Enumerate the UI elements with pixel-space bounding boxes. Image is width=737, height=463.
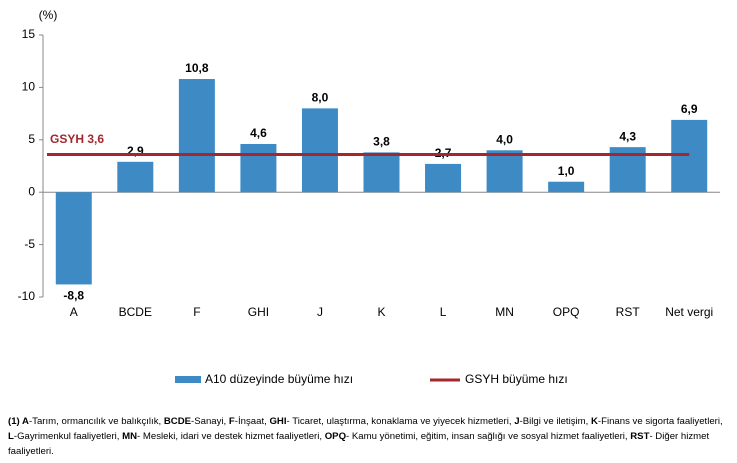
value-label: 10,8 — [185, 61, 209, 75]
x-tick-label: RST — [616, 305, 641, 319]
y-axis-label: (%) — [39, 8, 58, 22]
x-tick-label: L — [440, 305, 447, 319]
bar — [363, 152, 400, 193]
x-tick-label: GHI — [248, 305, 269, 319]
value-label: 6,9 — [681, 102, 698, 116]
x-tick-label: MN — [495, 305, 514, 319]
bar — [486, 150, 523, 193]
chart: (%) -10-5051015A-8,8BCDE2,9F10,8GHI4,6J8… — [18, 8, 720, 386]
bar — [117, 161, 154, 193]
bar — [301, 108, 338, 193]
footnote-part: -Gayrimenkul faaliyetleri, — [13, 431, 123, 442]
footnote-part: - Diğer hizmet faaliyetleri. — [8, 431, 710, 457]
legend-label: A10 düzeyinde büyüme hızı — [205, 372, 353, 386]
footnote-part: -Tarım, ormancılık ve balıkçılık, — [28, 416, 164, 427]
y-tick-label: 0 — [28, 184, 35, 198]
y-tick-label: 10 — [22, 80, 36, 94]
value-label: 8,0 — [312, 91, 329, 105]
bar — [55, 192, 92, 285]
value-label: 1,0 — [558, 164, 575, 178]
footnote: (1) A-Tarım, ormancılık ve balıkçılık, B… — [8, 414, 730, 459]
bar — [178, 79, 215, 193]
footnote-part: MN — [122, 431, 138, 442]
x-tick-label: F — [193, 305, 200, 319]
value-label: 4,6 — [250, 126, 267, 140]
footnote-part: -Sanayi, — [191, 416, 229, 427]
bar — [671, 119, 708, 193]
x-tick-label: BCDE — [119, 305, 152, 319]
bar — [548, 181, 585, 193]
value-label: 3,8 — [373, 135, 390, 149]
x-tick-label: A — [70, 305, 78, 319]
value-label: 4,3 — [619, 129, 636, 143]
footnote-part: - Ticaret, ulaştırma, konaklama ve yiyec… — [286, 416, 515, 427]
x-tick-label: K — [377, 305, 385, 319]
y-tick-label: 5 — [28, 132, 35, 146]
y-tick-label: 15 — [22, 27, 36, 41]
footnote-part: J — [514, 416, 520, 427]
x-tick-label: Net vergi — [665, 305, 713, 319]
footnote-part: (1) A — [8, 416, 29, 427]
footnote-part: K — [590, 416, 598, 427]
footnote-part: - Mesleki, idari ve destek hizmet faaliy… — [137, 431, 325, 442]
footnote-part: GHI — [269, 416, 287, 427]
footnote-part: BCDE — [163, 416, 192, 427]
x-tick-label: J — [317, 305, 323, 319]
footnote-part: OPQ — [324, 431, 347, 442]
footnote-part: -Finans ve sigorta faaliyetleri, — [597, 416, 723, 427]
value-label: 4,0 — [496, 132, 513, 146]
footnote-part: L — [8, 431, 14, 442]
value-label: -8,8 — [63, 289, 84, 303]
footnote-part: -Bilgi ve iletişim, — [519, 416, 591, 427]
legend-label: GSYH büyüme hızı — [465, 372, 568, 386]
footnote-part: F — [228, 416, 235, 427]
bar — [240, 143, 277, 193]
footnote-part: -İnşaat, — [234, 416, 270, 427]
footnote-part: - Kamu yönetimi, eğitim, insan sağlığı v… — [346, 431, 631, 442]
x-tick-label: OPQ — [553, 305, 580, 319]
legend-swatch — [175, 376, 201, 383]
bar — [425, 163, 462, 193]
y-tick-label: -10 — [18, 289, 36, 303]
y-tick-label: -5 — [24, 237, 35, 251]
reference-label: GSYH 3,6 — [50, 132, 104, 146]
footnote-part: RST — [630, 431, 650, 442]
